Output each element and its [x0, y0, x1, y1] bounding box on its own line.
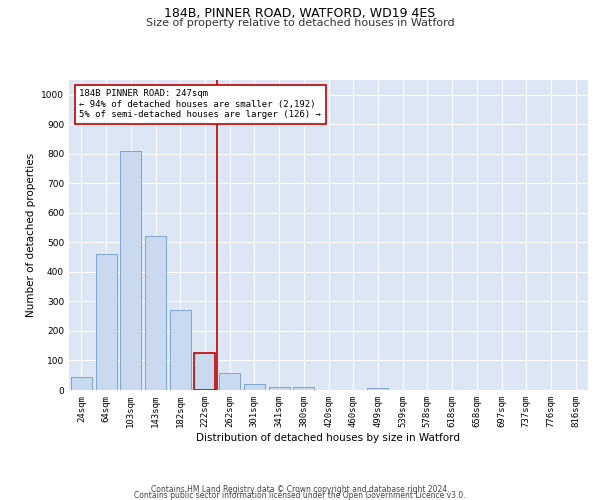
Bar — [269, 387, 290, 390]
Bar — [367, 388, 388, 390]
Bar — [244, 384, 265, 390]
Bar — [194, 353, 215, 390]
Bar — [95, 254, 116, 390]
Bar — [120, 151, 141, 390]
Text: Size of property relative to detached houses in Watford: Size of property relative to detached ho… — [146, 18, 454, 28]
Text: 184B, PINNER ROAD, WATFORD, WD19 4ES: 184B, PINNER ROAD, WATFORD, WD19 4ES — [164, 8, 436, 20]
Bar — [293, 387, 314, 390]
Bar — [71, 378, 92, 390]
Text: Contains HM Land Registry data © Crown copyright and database right 2024.: Contains HM Land Registry data © Crown c… — [151, 484, 449, 494]
Text: 184B PINNER ROAD: 247sqm
← 94% of detached houses are smaller (2,192)
5% of semi: 184B PINNER ROAD: 247sqm ← 94% of detach… — [79, 90, 321, 119]
X-axis label: Distribution of detached houses by size in Watford: Distribution of detached houses by size … — [197, 432, 461, 442]
Y-axis label: Number of detached properties: Number of detached properties — [26, 153, 35, 317]
Bar — [170, 310, 191, 390]
Bar — [145, 236, 166, 390]
Text: Contains public sector information licensed under the Open Government Licence v3: Contains public sector information licen… — [134, 490, 466, 500]
Bar — [219, 373, 240, 390]
